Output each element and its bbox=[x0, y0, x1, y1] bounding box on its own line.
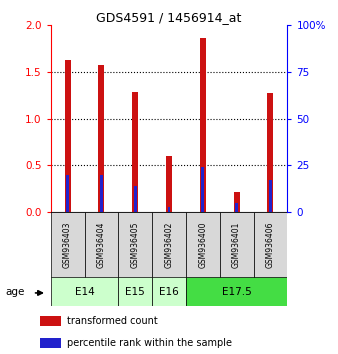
Bar bbox=[40, 316, 61, 326]
Bar bbox=[118, 212, 152, 278]
Text: E16: E16 bbox=[159, 287, 179, 297]
Text: age: age bbox=[5, 287, 24, 297]
Text: GSM936403: GSM936403 bbox=[63, 222, 72, 268]
Bar bbox=[51, 277, 118, 306]
Bar bbox=[152, 212, 186, 278]
Text: GSM936400: GSM936400 bbox=[198, 222, 207, 268]
Text: E14: E14 bbox=[75, 287, 94, 297]
Bar bbox=[65, 61, 71, 212]
Bar bbox=[40, 338, 61, 348]
Bar bbox=[51, 212, 84, 278]
Bar bbox=[234, 192, 240, 212]
Text: transformed count: transformed count bbox=[67, 316, 157, 326]
Bar bbox=[166, 156, 172, 212]
Bar bbox=[186, 212, 220, 278]
Bar bbox=[134, 186, 137, 212]
Bar bbox=[66, 175, 69, 212]
Bar bbox=[100, 175, 103, 212]
Bar bbox=[186, 277, 287, 306]
Bar bbox=[200, 38, 206, 212]
Text: GSM936401: GSM936401 bbox=[232, 222, 241, 268]
Text: E17.5: E17.5 bbox=[222, 287, 251, 297]
Text: GSM936404: GSM936404 bbox=[97, 222, 106, 268]
Bar bbox=[132, 92, 138, 212]
Text: GSM936402: GSM936402 bbox=[165, 222, 173, 268]
Text: GSM936405: GSM936405 bbox=[131, 222, 140, 268]
Text: GSM936406: GSM936406 bbox=[266, 222, 275, 268]
Bar bbox=[152, 277, 186, 306]
Text: percentile rank within the sample: percentile rank within the sample bbox=[67, 338, 232, 348]
Bar bbox=[118, 277, 152, 306]
Bar bbox=[267, 93, 273, 212]
Bar bbox=[220, 212, 254, 278]
Bar bbox=[235, 203, 238, 212]
Bar bbox=[201, 167, 204, 212]
Bar bbox=[98, 65, 104, 212]
Bar bbox=[84, 212, 118, 278]
Title: GDS4591 / 1456914_at: GDS4591 / 1456914_at bbox=[96, 11, 242, 24]
Bar bbox=[269, 179, 272, 212]
Text: E15: E15 bbox=[125, 287, 145, 297]
Bar bbox=[168, 207, 170, 212]
Bar bbox=[254, 212, 287, 278]
